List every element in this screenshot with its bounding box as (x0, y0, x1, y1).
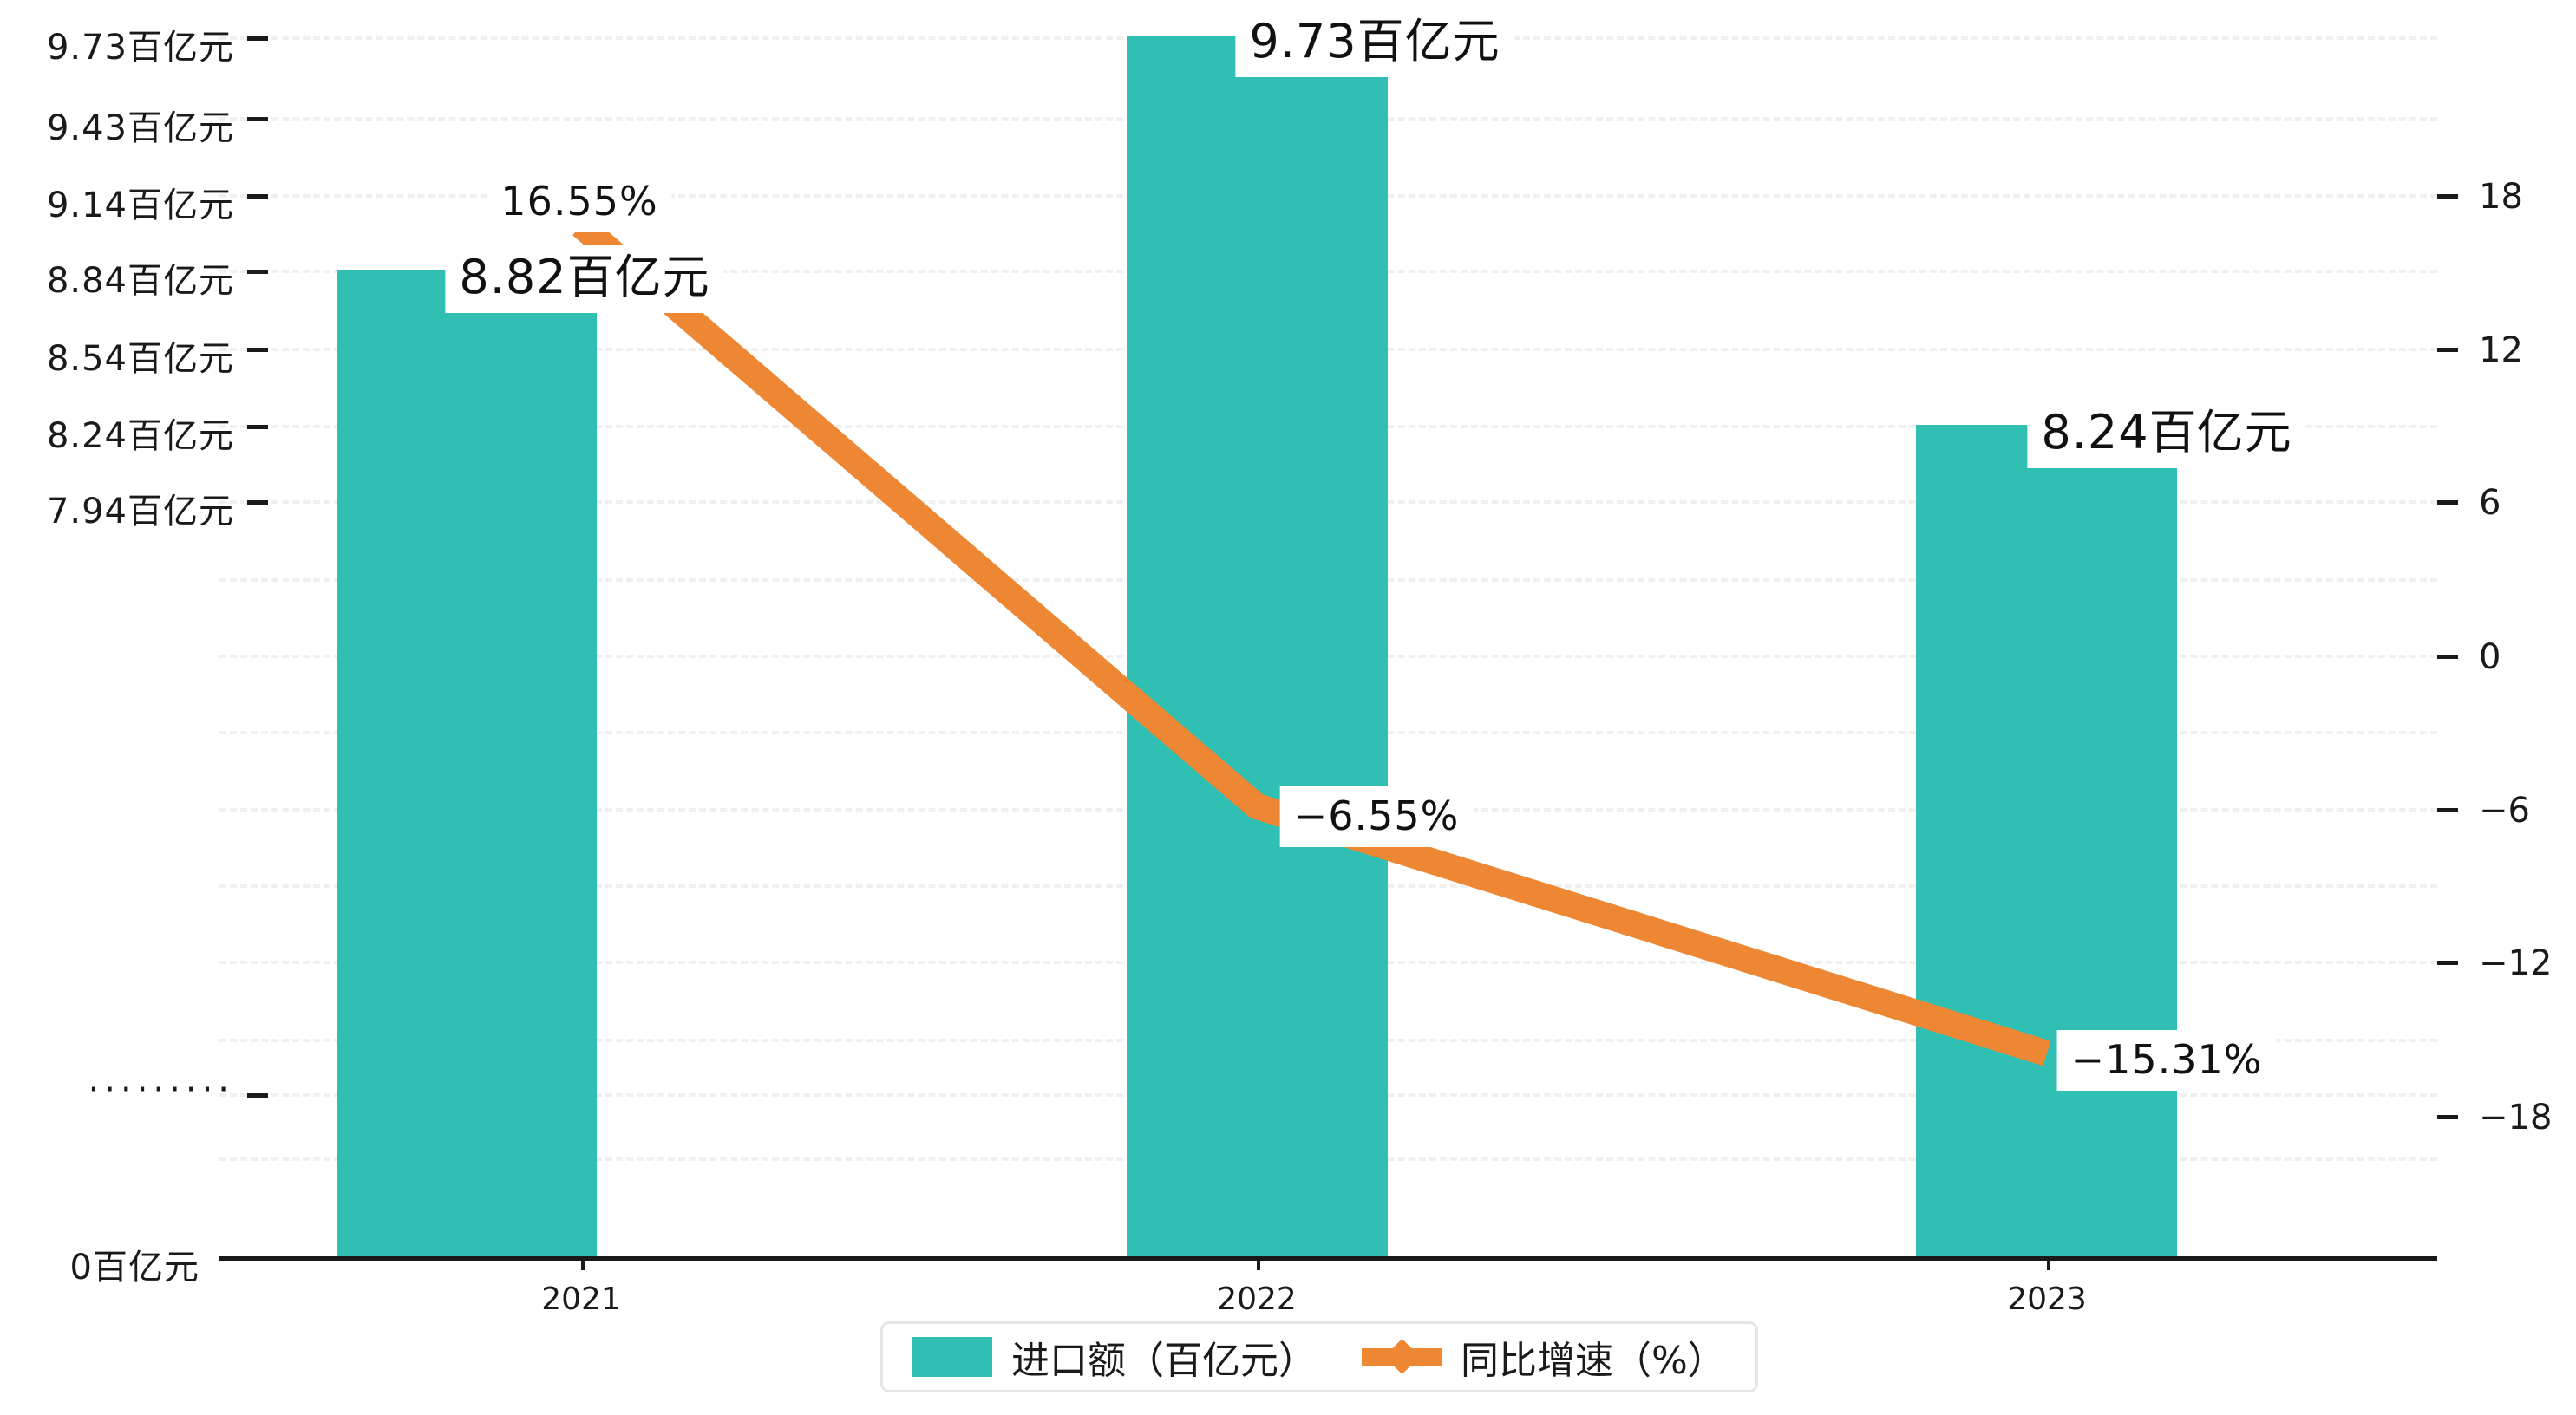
y-axis-left-tick-1 (247, 117, 268, 121)
y-axis-left-tick-6 (247, 500, 268, 505)
y-axis-left-tick-0 (247, 36, 268, 41)
bar-2023[interactable] (1916, 425, 2177, 1256)
legend-bar-swatch-icon (912, 1337, 992, 1377)
y-axis-left-label-3: 8.84百亿元 (46, 261, 234, 301)
x-axis-line (219, 1256, 2437, 1261)
bar-2021[interactable] (337, 270, 597, 1256)
y-axis-left-label-5: 8.24百亿元 (46, 416, 234, 456)
y-axis-right-label-5: −12 (2479, 943, 2553, 983)
y-axis-left-tick-5 (247, 425, 268, 429)
line-value-label-2021: 16.55% (487, 172, 672, 233)
x-axis-tick-2021 (581, 1256, 585, 1270)
y-axis-right-label-2: 6 (2479, 483, 2501, 523)
y-axis-left-label-2: 9.14百亿元 (46, 186, 234, 225)
bar-value-label-2022: 9.73百亿元 (1235, 9, 1514, 77)
chart-legend: 进口额（百亿元） 同比增速（%） (880, 1321, 1758, 1392)
x-axis-tick-2023 (2047, 1256, 2050, 1270)
y-axis-right-label-4: −6 (2479, 791, 2530, 831)
y-axis-right-tick-4 (2437, 808, 2458, 812)
y-axis-right-tick-3 (2437, 655, 2458, 659)
y-axis-right-tick-2 (2437, 500, 2458, 505)
legend-item-label: 进口额（百亿元） (1011, 1339, 1317, 1383)
y-axis-left-label-0: 9.73百亿元 (46, 28, 234, 68)
legend-line-swatch-icon (1362, 1337, 1442, 1377)
y-axis-right-label-0: 18 (2479, 177, 2523, 217)
legend-item-label: 同比增速（%） (1461, 1339, 1726, 1383)
y-axis-right-label-1: 12 (2479, 330, 2523, 370)
y-axis-left-tick-3 (247, 270, 268, 274)
y-axis-left-label-6: 7.94百亿元 (46, 492, 234, 531)
x-axis-label-2021: 2021 (541, 1281, 621, 1317)
bar-2022[interactable] (1127, 36, 1388, 1256)
bar-value-label-2023: 8.24百亿元 (2027, 400, 2306, 468)
y-axis-break-label: ········· (88, 1070, 234, 1110)
y-axis-right-label-6: −18 (2479, 1098, 2553, 1138)
x-axis-label-2022: 2022 (1217, 1281, 1297, 1317)
y-axis-right-tick-1 (2437, 348, 2458, 352)
legend-item-import-amount[interactable]: 进口额（百亿元） (912, 1329, 1317, 1385)
x-axis-tick-2022 (1257, 1256, 1260, 1270)
y-axis-left-tick-2 (247, 194, 268, 199)
y-axis-left-tick-break (247, 1093, 268, 1098)
y-axis-left-label-zero: 0百亿元 (69, 1248, 199, 1288)
legend-item-growth-rate[interactable]: 同比增速（%） (1362, 1329, 1726, 1385)
y-axis-right-tick-6 (2437, 1115, 2458, 1119)
y-axis-right-tick-5 (2437, 961, 2458, 965)
y-axis-left-label-4: 8.54百亿元 (46, 339, 234, 379)
y-axis-right-label-3: 0 (2479, 637, 2501, 677)
line-value-label-2022: −6.55% (1279, 786, 1474, 848)
y-axis-left-label-1: 9.43百亿元 (46, 108, 234, 148)
y-axis-right-tick-0 (2437, 194, 2458, 199)
bar-value-label-2021: 8.82百亿元 (445, 245, 724, 313)
y-axis-left-tick-4 (247, 348, 268, 352)
line-value-label-2023: −15.31% (2056, 1030, 2277, 1092)
x-axis-label-2023: 2023 (2007, 1281, 2087, 1317)
